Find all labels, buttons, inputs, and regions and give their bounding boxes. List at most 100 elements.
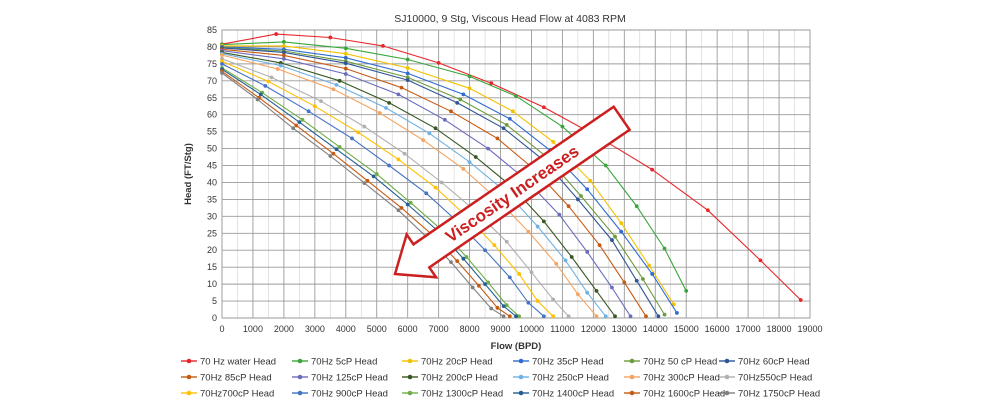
data-point: [442, 117, 447, 122]
data-point: [274, 32, 279, 36]
data-point: [650, 272, 655, 276]
legend-swatch-marker: [629, 390, 635, 396]
y-tick-label: 60: [207, 110, 217, 120]
legend-swatch-marker: [518, 358, 524, 364]
data-point: [495, 305, 500, 310]
legend-swatch-marker: [407, 374, 413, 380]
legend-item: 70Hz 300cP Head: [624, 373, 720, 384]
data-point: [585, 187, 590, 192]
data-point: [594, 288, 599, 293]
data-point: [470, 285, 475, 290]
data-point: [644, 314, 648, 319]
x-tick-label: 14000: [643, 324, 668, 334]
data-point: [640, 277, 645, 281]
data-point: [585, 250, 590, 254]
legend-item: 70Hz 35cP Head: [513, 357, 604, 368]
data-point: [384, 106, 388, 110]
data-point: [402, 151, 407, 156]
data-point: [405, 75, 410, 80]
legend-swatch-marker: [518, 374, 524, 380]
data-point: [278, 60, 283, 65]
legend-label: 70 Hz water Head: [200, 357, 276, 368]
data-point: [541, 314, 546, 319]
data-point: [297, 120, 302, 125]
y-tick-label: 50: [207, 144, 217, 154]
x-tick-label: 6000: [398, 324, 418, 334]
data-point: [328, 35, 333, 40]
data-point: [362, 124, 367, 129]
legend-swatch-marker: [186, 358, 192, 364]
data-point: [489, 81, 494, 86]
legend-item: 70Hz 1400cP Head: [513, 389, 614, 400]
data-point: [483, 282, 487, 287]
data-point: [569, 255, 574, 259]
legend-swatch-marker: [724, 358, 730, 364]
y-tick-label: 75: [207, 59, 217, 69]
legend-item: 70Hz 5cP Head: [292, 357, 377, 368]
data-point: [281, 53, 286, 58]
data-point: [458, 97, 463, 102]
x-tick-label: 2000: [274, 324, 294, 334]
legend-swatch-marker: [407, 390, 413, 396]
data-point: [461, 256, 466, 261]
series-8: [220, 48, 633, 319]
series-9: [220, 50, 617, 319]
data-point: [362, 181, 367, 186]
data-point: [622, 280, 627, 285]
data-point: [467, 74, 472, 79]
data-point: [396, 208, 401, 213]
data-point: [269, 75, 274, 80]
data-point: [436, 60, 441, 65]
data-point: [535, 224, 540, 229]
data-point: [312, 104, 317, 109]
data-point: [585, 290, 590, 295]
x-tick-label: 7000: [429, 324, 449, 334]
data-point: [300, 117, 305, 122]
chart-title: SJ10000, 9 Stg, Viscous Head Flow at 408…: [394, 13, 626, 25]
legend-swatch-marker: [407, 358, 413, 364]
data-point: [613, 234, 617, 239]
gridlines: [221, 29, 811, 319]
legend-label: 70Hz 250cP Head: [532, 373, 609, 384]
x-tick-label: 5000: [367, 324, 387, 334]
data-point: [255, 97, 260, 102]
data-point: [566, 204, 571, 209]
data-point: [464, 255, 469, 259]
data-point: [306, 109, 311, 114]
data-point: [291, 126, 296, 131]
data-point: [483, 248, 487, 253]
x-tick-label: 3000: [305, 324, 325, 334]
data-point: [504, 239, 509, 244]
data-point: [365, 178, 370, 183]
y-tick-label: 5: [212, 296, 217, 306]
data-point: [588, 178, 593, 183]
data-point: [529, 270, 534, 275]
data-point: [343, 55, 348, 60]
data-point: [449, 109, 453, 114]
legend-item: 70Hz 20cP Head: [402, 357, 493, 368]
x-tick-label: 19000: [797, 324, 822, 334]
data-point: [628, 314, 633, 319]
data-point: [501, 314, 506, 319]
data-point: [281, 44, 286, 48]
legend-label: 70Hz 900cP Head: [311, 389, 388, 400]
data-point: [579, 194, 583, 198]
data-point: [575, 292, 580, 297]
data-point: [671, 302, 676, 307]
legend: 70 Hz water Head 70Hz 5cP Head 70Hz 20cP H…: [181, 357, 820, 400]
data-point: [675, 311, 679, 315]
data-point: [294, 123, 299, 128]
legend-label: 70Hz 125cP Head: [311, 373, 388, 384]
data-point: [405, 66, 410, 70]
legend-label: 70Hz 5cP Head: [311, 357, 377, 368]
data-point: [405, 71, 410, 76]
data-point: [594, 314, 599, 319]
legend-item: 70Hz 250cP Head: [513, 373, 609, 384]
y-tick-label: 10: [207, 279, 217, 289]
x-tick-labels: 0 1000 2000 3000 4000 5000 6000 7000 8000 9000 100…: [219, 324, 822, 334]
data-point: [278, 63, 283, 68]
series-10: [220, 51, 608, 319]
legend-label: 70Hz 35cP Head: [532, 357, 604, 368]
data-point: [263, 84, 268, 88]
